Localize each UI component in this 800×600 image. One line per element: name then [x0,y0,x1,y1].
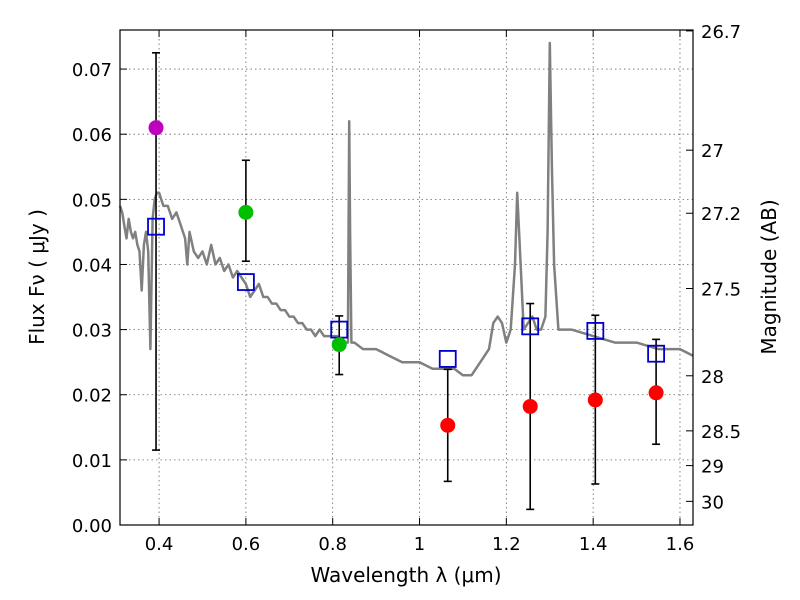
model-photometry-square [647,344,666,363]
x-tick-label: 0.6 [232,534,261,555]
model-photometry-square [147,217,165,236]
x-tick-label: 0.8 [318,534,347,555]
measured-flux-point [522,398,538,414]
x-tick-label: 1.2 [492,534,521,555]
magnitude-tick-label: 28.5 [701,422,741,443]
y-tick-label: 0.02 [72,386,112,407]
model-photometry-square [438,350,457,368]
y-axis-title-left: Flux Fν ( μJy ) [25,209,49,345]
model-photometry-square [586,322,605,340]
measured-flux-point [148,120,164,136]
magnitude-tick-label: 29 [701,457,724,478]
y-tick-label: 0.04 [72,255,112,276]
y-tick-label: 0.01 [72,451,112,472]
y-tick-label: 0.07 [72,60,112,81]
y-tick-label: 0.05 [72,190,112,211]
y-tick-label: 0.03 [72,321,112,342]
measured-flux-point [648,385,664,401]
model-photometry-square [521,317,540,336]
y-tick-label: 0.06 [72,125,112,146]
magnitude-tick-label: 30 [701,492,724,513]
magnitude-tick-label: 27.5 [701,280,741,301]
y-tick-label: 0.00 [72,516,112,537]
model-photometry-square [236,273,255,291]
x-tick-label: 1 [414,534,425,555]
magnitude-tick-label: 26.7 [701,22,741,43]
y-axis-title-right: Magnitude (AB) [757,199,781,354]
magnitude-tick-label: 27 [701,141,724,162]
measured-flux-point [331,337,347,353]
grid [120,30,693,526]
measured-flux-point [440,417,456,433]
measured-flux-point [587,392,603,408]
x-tick-label: 1.6 [666,534,695,555]
x-tick-label: 1.4 [579,534,608,555]
magnitude-tick-label: 27.2 [701,204,741,225]
magnitude-tick-label: 28 [701,367,724,388]
sed-model-line [118,41,694,377]
x-axis-title: Wavelength λ (μm) [310,563,501,587]
plot-frame [119,29,694,526]
x-tick-label: 0.4 [145,534,174,555]
measured-flux-point [238,204,254,220]
ticks: 0.4 0.6 0.8 1 1.2 1.4 1.6 0.00 0.01 0.02 0.03 0.04 0… [72,22,741,555]
data-layer [118,41,694,511]
